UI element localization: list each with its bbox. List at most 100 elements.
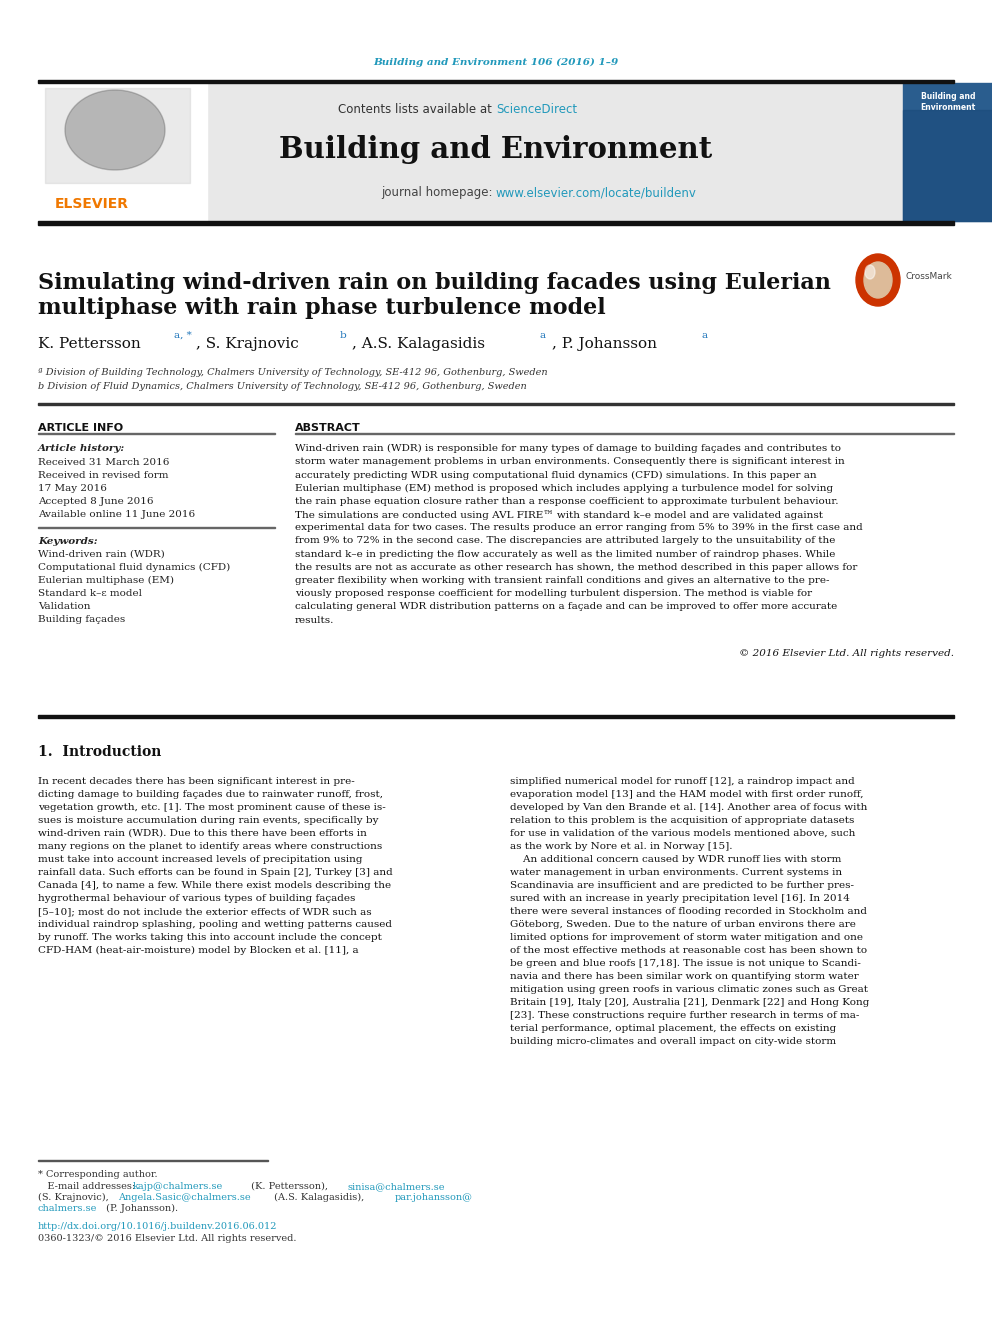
Text: Eulerian multiphase (EM) method is proposed which includes applying a turbulence: Eulerian multiphase (EM) method is propo… xyxy=(295,484,833,492)
Text: standard k–e in predicting the flow accurately as well as the limited number of : standard k–e in predicting the flow accu… xyxy=(295,549,835,558)
Text: Angela.Sasic@chalmers.se: Angela.Sasic@chalmers.se xyxy=(118,1193,251,1203)
Text: experimental data for two cases. The results produce an error ranging from 5% to: experimental data for two cases. The res… xyxy=(295,523,863,532)
Text: wind-driven rain (WDR). Due to this there have been efforts in: wind-driven rain (WDR). Due to this ther… xyxy=(38,830,367,837)
Text: 1.  Introduction: 1. Introduction xyxy=(38,745,162,759)
Bar xyxy=(903,110,992,221)
Text: Göteborg, Sweden. Due to the nature of urban environs there are: Göteborg, Sweden. Due to the nature of u… xyxy=(510,919,856,929)
Text: as the work by Nore et al. in Norway [15].: as the work by Nore et al. in Norway [15… xyxy=(510,841,732,851)
Text: Contents lists available at: Contents lists available at xyxy=(338,103,496,116)
Text: Wind-driven rain (WDR) is responsible for many types of damage to building façad: Wind-driven rain (WDR) is responsible fo… xyxy=(295,445,841,452)
Text: a, *: a, * xyxy=(174,331,191,340)
Ellipse shape xyxy=(856,254,900,306)
Text: [23]. These constructions require further research in terms of ma-: [23]. These constructions require furthe… xyxy=(510,1011,859,1020)
Text: there were several instances of flooding recorded in Stockholm and: there were several instances of flooding… xyxy=(510,908,867,916)
Text: Building and Environment 106 (2016) 1–9: Building and Environment 106 (2016) 1–9 xyxy=(373,58,619,67)
Text: sues is moisture accumulation during rain events, specifically by: sues is moisture accumulation during rai… xyxy=(38,816,379,826)
Bar xyxy=(38,221,954,225)
Text: b Division of Fluid Dynamics, Chalmers University of Technology, SE-412 96, Goth: b Division of Fluid Dynamics, Chalmers U… xyxy=(38,382,527,392)
Text: a: a xyxy=(540,331,547,340)
Text: results.: results. xyxy=(295,615,334,624)
Text: Wind-driven rain (WDR): Wind-driven rain (WDR) xyxy=(38,550,165,560)
Text: Validation: Validation xyxy=(38,602,90,611)
Bar xyxy=(207,83,903,221)
Bar xyxy=(38,714,954,718)
Text: greater flexibility when working with transient rainfall conditions and gives an: greater flexibility when working with tr… xyxy=(295,576,829,585)
Text: calculating general WDR distribution patterns on a façade and can be improved to: calculating general WDR distribution pat… xyxy=(295,602,837,611)
Bar xyxy=(38,79,954,83)
Text: the results are not as accurate as other research has shown, the method describe: the results are not as accurate as other… xyxy=(295,562,857,572)
Text: viously proposed response coefficient for modelling turbulent dispersion. The me: viously proposed response coefficient fo… xyxy=(295,589,812,598)
Text: ScienceDirect: ScienceDirect xyxy=(496,103,577,116)
Text: E-mail addresses:: E-mail addresses: xyxy=(38,1181,142,1191)
Text: Simulating wind-driven rain on building facades using Eulerian: Simulating wind-driven rain on building … xyxy=(38,273,831,294)
Text: Eulerian multiphase (EM): Eulerian multiphase (EM) xyxy=(38,576,174,585)
Text: limited options for improvement of storm water mitigation and one: limited options for improvement of storm… xyxy=(510,933,863,942)
Text: many regions on the planet to identify areas where constructions: many regions on the planet to identify a… xyxy=(38,841,382,851)
Text: accurately predicting WDR using computational fluid dynamics (CFD) simulations. : accurately predicting WDR using computat… xyxy=(295,471,816,479)
Text: Received 31 March 2016: Received 31 March 2016 xyxy=(38,458,170,467)
Text: Canada [4], to name a few. While there exist models describing the: Canada [4], to name a few. While there e… xyxy=(38,881,391,890)
Text: Scandinavia are insufficient and are predicted to be further pres-: Scandinavia are insufficient and are pre… xyxy=(510,881,854,890)
Text: , A.S. Kalagasidis: , A.S. Kalagasidis xyxy=(352,337,485,351)
Text: The simulations are conducted using AVL FIRE™ with standard k–e model and are va: The simulations are conducted using AVL … xyxy=(295,509,823,520)
Text: CFD-HAM (heat-air-moisture) model by Blocken et al. [11], a: CFD-HAM (heat-air-moisture) model by Blo… xyxy=(38,946,359,955)
Text: terial performance, optimal placement, the effects on existing: terial performance, optimal placement, t… xyxy=(510,1024,836,1033)
Bar xyxy=(903,83,992,221)
Text: chalmers.se: chalmers.se xyxy=(38,1204,97,1213)
Text: www.elsevier.com/locate/buildenv: www.elsevier.com/locate/buildenv xyxy=(496,187,696,198)
Bar xyxy=(38,83,207,221)
Text: evaporation model [13] and the HAM model with first order runoff,: evaporation model [13] and the HAM model… xyxy=(510,790,863,799)
Text: , S. Krajnovic: , S. Krajnovic xyxy=(196,337,299,351)
Ellipse shape xyxy=(865,265,875,279)
Text: journal homepage:: journal homepage: xyxy=(381,187,496,198)
Text: © 2016 Elsevier Ltd. All rights reserved.: © 2016 Elsevier Ltd. All rights reserved… xyxy=(739,648,954,658)
Text: dicting damage to building façades due to rainwater runoff, frost,: dicting damage to building façades due t… xyxy=(38,790,383,799)
Text: , P. Johansson: , P. Johansson xyxy=(552,337,657,351)
Text: ª Division of Building Technology, Chalmers University of Technology, SE-412 96,: ª Division of Building Technology, Chalm… xyxy=(38,368,548,377)
Text: individual raindrop splashing, pooling and wetting patterns caused: individual raindrop splashing, pooling a… xyxy=(38,919,392,929)
Text: for use in validation of the various models mentioned above, such: for use in validation of the various mod… xyxy=(510,830,855,837)
Text: sinisa@chalmers.se: sinisa@chalmers.se xyxy=(348,1181,445,1191)
Text: relation to this problem is the acquisition of appropriate datasets: relation to this problem is the acquisit… xyxy=(510,816,854,826)
Ellipse shape xyxy=(864,262,892,298)
Text: by runoff. The works taking this into account include the concept: by runoff. The works taking this into ac… xyxy=(38,933,382,942)
Text: a: a xyxy=(702,331,708,340)
Text: [5–10]; most do not include the exterior effects of WDR such as: [5–10]; most do not include the exterior… xyxy=(38,908,372,916)
Text: Keywords:: Keywords: xyxy=(38,537,97,546)
Text: b: b xyxy=(340,331,347,340)
Text: Building and
Environment: Building and Environment xyxy=(921,93,975,112)
Text: In recent decades there has been significant interest in pre-: In recent decades there has been signifi… xyxy=(38,777,355,786)
Text: from 9% to 72% in the second case. The discrepancies are attributed largely to t: from 9% to 72% in the second case. The d… xyxy=(295,536,835,545)
Text: storm water management problems in urban environments. Consequently there is sig: storm water management problems in urban… xyxy=(295,458,845,466)
Text: Article history:: Article history: xyxy=(38,445,125,452)
Text: ABSTRACT: ABSTRACT xyxy=(295,423,361,433)
Text: * Corresponding author.: * Corresponding author. xyxy=(38,1170,158,1179)
Text: 17 May 2016: 17 May 2016 xyxy=(38,484,107,493)
Text: CrossMark: CrossMark xyxy=(905,273,951,280)
Text: the rain phase equation closure rather than a response coefficient to approximat: the rain phase equation closure rather t… xyxy=(295,497,838,505)
Text: kajp@chalmers.se: kajp@chalmers.se xyxy=(133,1181,223,1191)
Text: An additional concern caused by WDR runoff lies with storm: An additional concern caused by WDR runo… xyxy=(510,855,841,864)
Text: rainfall data. Such efforts can be found in Spain [2], Turkey [3] and: rainfall data. Such efforts can be found… xyxy=(38,868,393,877)
Text: Computational fluid dynamics (CFD): Computational fluid dynamics (CFD) xyxy=(38,564,230,572)
Text: navia and there has been similar work on quantifying storm water: navia and there has been similar work on… xyxy=(510,972,859,980)
Text: ARTICLE INFO: ARTICLE INFO xyxy=(38,423,123,433)
Text: (P. Johansson).: (P. Johansson). xyxy=(103,1204,179,1213)
Text: Accepted 8 June 2016: Accepted 8 June 2016 xyxy=(38,497,154,505)
Text: developed by Van den Brande et al. [14]. Another area of focus with: developed by Van den Brande et al. [14].… xyxy=(510,803,867,812)
Text: hygrothermal behaviour of various types of building façades: hygrothermal behaviour of various types … xyxy=(38,894,355,904)
Text: be green and blue roofs [17,18]. The issue is not unique to Scandi-: be green and blue roofs [17,18]. The iss… xyxy=(510,959,861,968)
Text: Standard k–ε model: Standard k–ε model xyxy=(38,589,142,598)
Text: building micro-climates and overall impact on city-wide storm: building micro-climates and overall impa… xyxy=(510,1037,836,1046)
Text: Building façades: Building façades xyxy=(38,615,125,624)
Bar xyxy=(38,404,954,405)
Text: (K. Pettersson),: (K. Pettersson), xyxy=(248,1181,334,1191)
Text: of the most effective methods at reasonable cost has been shown to: of the most effective methods at reasona… xyxy=(510,946,867,955)
Text: ELSEVIER: ELSEVIER xyxy=(55,197,129,210)
Text: Available online 11 June 2016: Available online 11 June 2016 xyxy=(38,509,195,519)
Text: vegetation growth, etc. [1]. The most prominent cause of these is-: vegetation growth, etc. [1]. The most pr… xyxy=(38,803,386,812)
Text: Received in revised form: Received in revised form xyxy=(38,471,169,480)
Text: (A.S. Kalagasidis),: (A.S. Kalagasidis), xyxy=(271,1193,370,1203)
Text: simplified numerical model for runoff [12], a raindrop impact and: simplified numerical model for runoff [1… xyxy=(510,777,855,786)
Text: (S. Krajnovic),: (S. Krajnovic), xyxy=(38,1193,115,1203)
